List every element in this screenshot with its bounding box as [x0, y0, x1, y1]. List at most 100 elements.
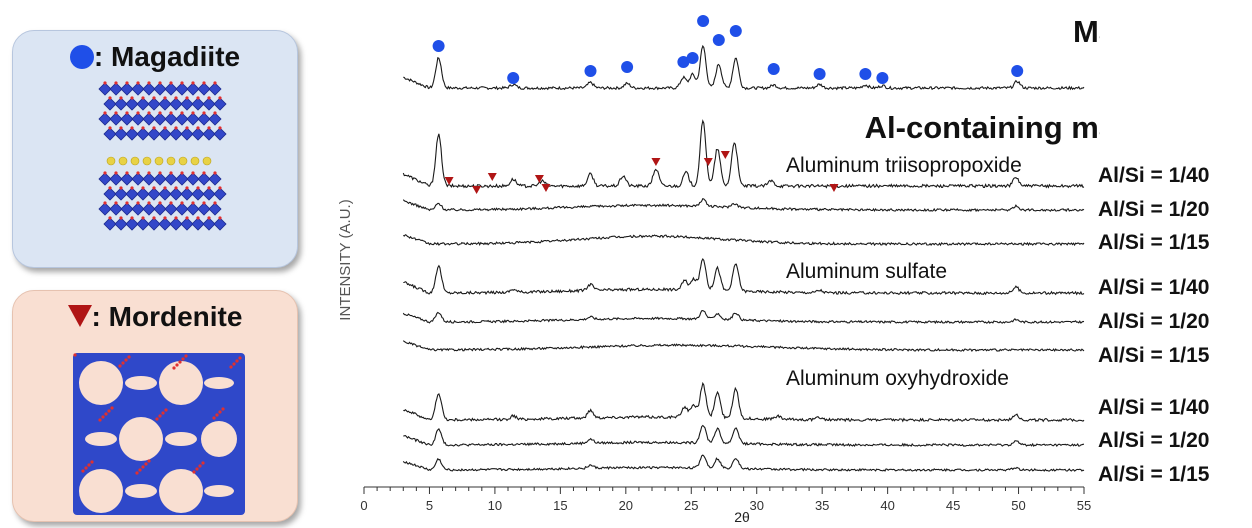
silicate-tetrahedron: [109, 82, 123, 96]
oxygen-atom: [98, 418, 102, 422]
oxygen-atom: [185, 126, 189, 130]
oxygen-atom: [196, 186, 200, 190]
oxygen-atom: [152, 186, 156, 190]
silicate-tetrahedron: [186, 82, 200, 96]
oxygen-atom: [125, 171, 129, 175]
silicate-tetrahedron: [103, 127, 117, 141]
xrd-trace: [402, 310, 1085, 325]
x-tick-label: 0: [360, 498, 367, 513]
oxygen-atom: [184, 354, 188, 358]
silicate-tetrahedron: [197, 172, 211, 186]
ratio-label: Al/Si = 1/20: [1098, 198, 1210, 221]
oxygen-atom: [202, 111, 206, 115]
mordenite-peak-marker: [534, 175, 544, 183]
silicate-tetrahedron: [153, 82, 167, 96]
x-tick-label: 45: [946, 498, 960, 513]
oxygen-atom: [202, 201, 206, 205]
oxygen-atom: [138, 468, 142, 472]
magadiite-peak-marker: [1011, 65, 1024, 77]
x-tick-label: 5: [426, 498, 433, 513]
oxygen-atom: [180, 201, 184, 205]
oxygen-atom: [175, 363, 179, 367]
silicate-tetrahedron: [197, 82, 211, 96]
source-label-sulfate: Aluminum sulfate: [786, 260, 947, 283]
ratio-label: Al/Si = 1/20: [1098, 429, 1210, 452]
oxygen-atom: [141, 216, 145, 220]
oxygen-atom: [207, 96, 211, 100]
silicate-tetrahedron: [164, 112, 178, 126]
xrd-trace: [402, 119, 1085, 189]
xrd-trace: [403, 234, 1085, 247]
silicate-tetrahedron: [213, 97, 227, 111]
oxygen-atom: [213, 111, 217, 115]
peak-markers: [432, 15, 1024, 194]
small-pore: [125, 376, 157, 390]
silicate-tetrahedron: [153, 112, 167, 126]
oxygen-atom: [119, 186, 123, 190]
oxygen-atom: [141, 126, 145, 130]
oxygen-atom: [169, 81, 173, 85]
ratio-label: Al/Si = 1/40: [1098, 164, 1210, 187]
oxygen-atom: [147, 171, 151, 175]
red-triangle-marker-icon: [67, 305, 92, 327]
silicate-tetrahedron: [98, 172, 112, 186]
small-pore: [204, 485, 234, 497]
oxygen-atom: [158, 81, 162, 85]
x-tick-label: 55: [1077, 498, 1091, 513]
oxygen-atom: [136, 81, 140, 85]
blue-circle-marker-icon: [69, 45, 94, 69]
large-pore: [79, 469, 123, 513]
oxygen-atom: [136, 111, 140, 115]
silicate-tetrahedron: [164, 82, 178, 96]
oxygen-atom: [169, 201, 173, 205]
oxygen-atom: [130, 96, 134, 100]
silicate-tetrahedron: [142, 112, 156, 126]
ratio-label: Al/Si = 1/15: [1098, 231, 1210, 254]
silicate-tetrahedron: [180, 127, 194, 141]
oxygen-atom: [164, 408, 168, 412]
oxygen-atom: [201, 461, 205, 465]
oxygen-atom: [202, 81, 206, 85]
oxygen-atom: [191, 111, 195, 115]
oxygen-atom: [213, 201, 217, 205]
x-tick-label: 15: [553, 498, 567, 513]
silicate-tetrahedron: [164, 172, 178, 186]
silicate-tetrahedron: [169, 97, 183, 111]
oxygen-atom: [212, 416, 216, 420]
oxygen-atom: [141, 96, 145, 100]
silicate-tetrahedron: [120, 112, 134, 126]
oxygen-atom: [218, 410, 222, 414]
xrd-trace: [403, 424, 1085, 448]
oxygen-atom: [229, 365, 233, 369]
silicate-tetrahedron: [109, 112, 123, 126]
oxygen-atom: [136, 171, 140, 175]
silicate-tetrahedron: [114, 97, 128, 111]
silicate-tetrahedron: [131, 172, 145, 186]
silicate-tetrahedron: [125, 217, 139, 231]
oxygen-atom: [185, 96, 189, 100]
oxygen-atom: [192, 470, 196, 474]
oxygen-atom: [107, 409, 111, 413]
silicate-tetrahedron: [202, 127, 216, 141]
oxygen-atom: [218, 126, 222, 130]
interlayer-cation: [166, 156, 176, 166]
mordenite-peak-marker: [541, 184, 551, 192]
oxygen-atom: [196, 216, 200, 220]
silicate-tetrahedron: [191, 217, 205, 231]
oxygen-atom: [130, 186, 134, 190]
oxygen-atom: [207, 126, 211, 130]
oxygen-atom: [125, 111, 129, 115]
silicate-tetrahedron: [175, 112, 189, 126]
oxygen-atom: [207, 216, 211, 220]
oxygen-atom: [147, 81, 151, 85]
interlayer-cation: [118, 156, 128, 166]
interlayer-cation: [106, 156, 116, 166]
oxygen-atom: [174, 96, 178, 100]
oxygen-atom: [124, 358, 128, 362]
oxygen-atom: [147, 459, 151, 463]
silicate-tetrahedron: [120, 202, 134, 216]
oxygen-atom: [141, 186, 145, 190]
silicate-tetrahedron: [202, 97, 216, 111]
oxygen-atom: [104, 412, 108, 416]
silicate-tetrahedron: [153, 172, 167, 186]
